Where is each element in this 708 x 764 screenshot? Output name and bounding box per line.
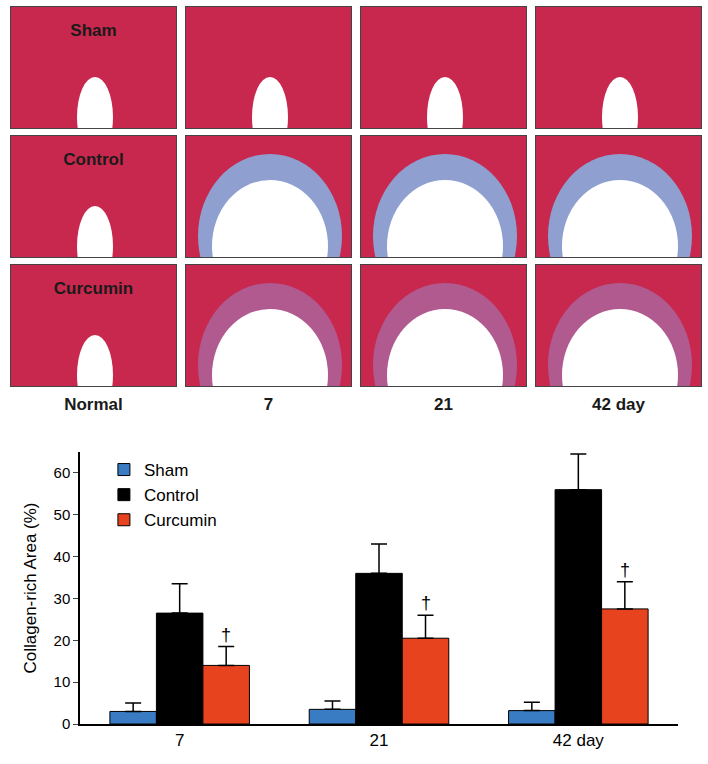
html-text:21: 21 xyxy=(434,395,453,414)
svg-text:†: † xyxy=(620,560,630,580)
html-text:42 day: 42 day xyxy=(592,395,645,414)
svg-text:10: 10 xyxy=(54,673,71,690)
svg-text:50: 50 xyxy=(54,506,71,523)
svg-text:Control: Control xyxy=(144,486,199,505)
html-text:7: 7 xyxy=(263,395,274,414)
svg-text:Sham: Sham xyxy=(144,461,188,480)
svg-text:30: 30 xyxy=(54,590,71,607)
svg-text:Curcumin: Curcumin xyxy=(144,511,217,530)
svg-text:0: 0 xyxy=(62,715,70,732)
svg-text:†: † xyxy=(421,593,431,613)
svg-text:40: 40 xyxy=(54,548,71,565)
html-text:Normal: Normal xyxy=(64,395,123,414)
svg-text:60: 60 xyxy=(54,464,71,481)
svg-text:42 day: 42 day xyxy=(553,731,605,750)
html-text:Sham: Sham xyxy=(70,21,117,40)
svg-text:†: † xyxy=(221,625,231,645)
html-text:Curcumin: Curcumin xyxy=(53,279,134,298)
svg-text:7: 7 xyxy=(175,731,184,750)
svg-text:Collagen-rich Area (%): Collagen-rich Area (%) xyxy=(21,502,40,673)
html-text:Control: Control xyxy=(63,150,124,169)
svg-text:21: 21 xyxy=(370,731,389,750)
svg-text:20: 20 xyxy=(54,632,71,649)
